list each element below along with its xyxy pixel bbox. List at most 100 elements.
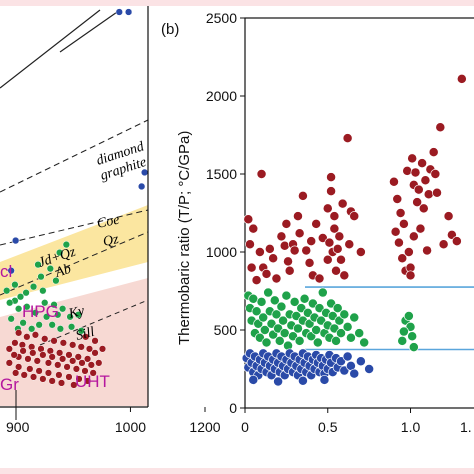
panel-a-point-red-48	[58, 380, 65, 387]
panel-b-label: (b)	[161, 21, 179, 38]
panel-b-x-tick-label-partial: 1.	[460, 419, 472, 435]
panel-b-point-red-49	[391, 227, 400, 236]
panel-b-point-red-79	[457, 74, 466, 83]
panel-b-point-blue-57	[343, 352, 352, 361]
panel-b-point-red-66	[419, 204, 428, 213]
panel-a-point-red-6	[69, 341, 76, 348]
panel-b-x-tick-label-2: 1.0	[401, 419, 421, 435]
panel-b-point-green-61	[355, 329, 364, 338]
panel-b-y-tick-label-3: 1500	[206, 166, 237, 182]
panel-b-point-green-20	[277, 302, 286, 311]
panel-b-point-red-63	[414, 185, 423, 194]
panel-a-point-red-19	[6, 345, 13, 352]
panel-a-point-red-41	[36, 368, 43, 375]
panel-a-point-red-5	[60, 339, 67, 346]
panel-b-point-red-80	[409, 232, 418, 241]
figure-canvas: diamond graphite Coe Qz Jd+Qz Ab Ky Sill…	[0, 6, 474, 468]
panel-b-point-red-38	[333, 244, 342, 253]
panel-a-point-red-14	[47, 347, 54, 354]
panel-b-y-ticks: 05001000150020002500	[206, 10, 245, 416]
panel-b-point-red-40	[336, 255, 345, 264]
panel-a-point-green-26	[28, 325, 35, 332]
panel-b-point-red-46	[350, 212, 359, 221]
panel-b-point-red-43	[343, 134, 352, 143]
panel-b-point-green-12	[264, 288, 273, 297]
panel-b-point-red-19	[293, 212, 302, 221]
panel-a-point-blue-0	[116, 9, 123, 16]
panel-b-point-red-69	[424, 190, 433, 199]
panel-b-point-red-18	[290, 246, 299, 255]
panel-b-point-blue-60	[356, 357, 365, 366]
panel-b-point-red-3	[249, 224, 258, 233]
panel-b-point-red-26	[312, 219, 321, 228]
panel-b-point-green-34	[300, 294, 309, 303]
panel-b-point-red-76	[444, 212, 453, 221]
panel-b-point-red-12	[277, 232, 286, 241]
panel-a-point-green-20	[49, 321, 56, 328]
panel-b-point-green-45	[318, 288, 327, 297]
panel-b-y-axis-title: Thermobaric ratio (T/P; °C/GPa)	[176, 131, 193, 345]
panel-b-point-blue-64	[298, 376, 307, 385]
panel-a-point-red-22	[34, 357, 41, 364]
panel-a-point-red-57	[99, 345, 106, 352]
panel-b-point-blue-65	[320, 375, 329, 384]
panel-b-point-red-37	[331, 266, 340, 275]
panel-b-point-green-67	[408, 332, 417, 341]
panel-b-point-red-16	[285, 266, 294, 275]
panel-a-point-red-30	[79, 359, 86, 366]
panel-b-point-red-13	[280, 241, 289, 250]
panel-b-point-green-69	[399, 327, 408, 336]
panel-a-point-green-32	[3, 287, 10, 294]
panel-b-y-tick-label-5: 2500	[206, 10, 237, 26]
panel-b-point-red-32	[326, 187, 335, 196]
panel-a-point-red-56	[95, 359, 102, 366]
panel-a-x-tick-label-1: 1200	[189, 419, 220, 435]
panel-a-point-red-3	[41, 335, 48, 342]
panel-b-point-red-15	[283, 257, 292, 266]
figure-frame: diamond graphite Coe Qz Jd+Qz Ab Ky Sill…	[0, 6, 474, 468]
panel-a-point-red-33	[49, 353, 56, 360]
panel-b-point-red-30	[323, 204, 332, 213]
panel-b-point-red-24	[307, 236, 316, 245]
panel-b-point-green-58	[343, 322, 352, 331]
panel-b-point-red-54	[399, 219, 408, 228]
facies-label-hpg: HPG	[22, 302, 59, 321]
panel-a-point-red-32	[59, 355, 66, 362]
panel-a-point-blue-8	[12, 237, 19, 244]
facies-label-uht: UHT	[75, 372, 110, 391]
panel-b-point-green-11	[262, 338, 271, 347]
panel-a-point-green-19	[36, 321, 43, 328]
panel-b-point-green-23	[282, 291, 291, 300]
panel-a-point-green-8	[39, 287, 46, 294]
panel-b-point-red-64	[416, 224, 425, 233]
panel-a-point-red-49	[49, 378, 56, 385]
panel-a-point-red-13	[56, 349, 63, 356]
facies-label-cl: cl	[0, 262, 12, 281]
panel-a-point-red-35	[29, 349, 36, 356]
panel-b-point-red-44	[345, 240, 354, 249]
panel-b-point-red-47	[356, 247, 365, 256]
panel-b-point-green-63	[398, 336, 407, 345]
panel-b-point-green-42	[313, 338, 322, 347]
panel-a-point-red-4	[51, 337, 58, 344]
panel-a-point-red-34	[39, 351, 46, 358]
panel-b-point-green-3	[249, 294, 258, 303]
panel-b-point-red-6	[257, 169, 266, 178]
panel-b-point-green-8	[257, 297, 266, 306]
panel-a-point-red-25	[64, 364, 71, 371]
panel-a-point-red-21	[25, 355, 32, 362]
panel-a-x-tick-label-partial: 900	[6, 419, 30, 435]
panel-a-point-green-25	[57, 325, 64, 332]
panel-a-point-red-12	[66, 351, 73, 358]
panel-b-point-red-11	[272, 274, 281, 283]
panel-b-point-red-67	[421, 176, 430, 185]
panel-b-point-green-41	[312, 325, 321, 334]
panel-b-point-red-22	[302, 246, 311, 255]
panel-b-point-green-62	[360, 338, 369, 347]
panel-b-point-red-75	[439, 240, 448, 249]
panel-b-point-red-35	[330, 212, 339, 221]
panel-b-point-red-52	[396, 208, 405, 217]
panel-a-point-red-17	[19, 341, 26, 348]
panel-b-point-red-42	[340, 271, 349, 280]
panel-b-y-tick-label-4: 2000	[206, 88, 237, 104]
